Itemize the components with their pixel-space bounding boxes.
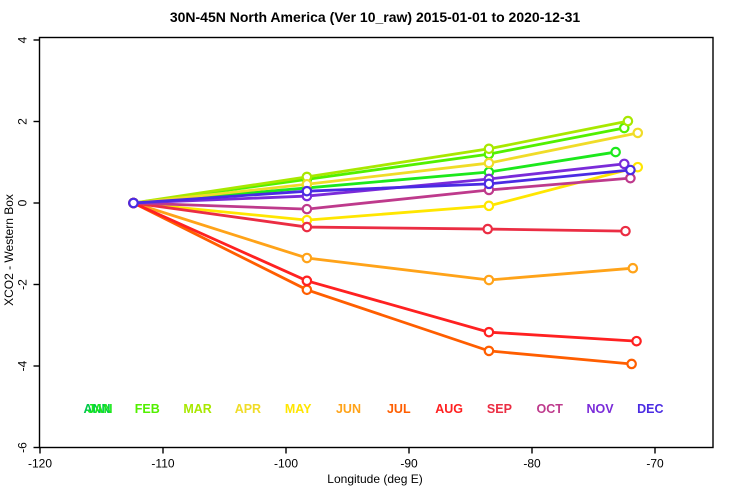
legend-label-feb: FEB — [135, 402, 160, 416]
data-point-marker — [618, 158, 630, 170]
series-line — [132, 176, 632, 211]
data-point-marker — [128, 197, 139, 209]
data-point-marker — [301, 203, 313, 215]
series-line — [132, 168, 632, 205]
chart-title: 30N-45N North America (Ver 10_raw) 2015-… — [169, 9, 581, 25]
legend-label-jun: JUN — [336, 402, 361, 416]
y-axis-label: XCO2 - Western Box — [2, 194, 16, 306]
legend-label-mar: MAR — [183, 402, 211, 416]
data-point-marker — [626, 358, 637, 370]
y-axis-ticks: 4 2 0 -2 -4 -6 — [16, 36, 40, 453]
data-point-marker — [625, 164, 636, 176]
y-tick-label: -6 — [16, 442, 30, 453]
legend-label-sep: SEP — [487, 402, 512, 416]
data-point-marker — [610, 146, 621, 158]
x-tick-label: -100 — [274, 457, 298, 471]
series-line — [132, 201, 635, 282]
data-point-marker — [627, 262, 639, 274]
legend-label-nov: NOV — [586, 402, 614, 416]
series-line — [132, 201, 638, 343]
series-may — [128, 161, 644, 226]
data-point-marker — [483, 178, 495, 190]
series-line — [132, 201, 627, 233]
data-point-marker — [482, 223, 494, 235]
legend-label-jan: JAN — [87, 402, 112, 416]
series-line — [132, 131, 640, 205]
y-tick-label: -2 — [16, 279, 30, 290]
x-axis-label: Longitude (deg E) — [327, 472, 423, 486]
data-point-marker — [483, 345, 495, 357]
series-line — [132, 150, 618, 205]
x-tick-label: -90 — [400, 457, 418, 471]
legend-label-dec: DEC — [637, 402, 663, 416]
legend-label-may: MAY — [285, 402, 312, 416]
x-axis-ticks: -120 -110 -100 -90 -80 -70 — [28, 447, 664, 471]
data-point-marker — [301, 185, 313, 197]
x-tick-label: -80 — [523, 457, 541, 471]
y-tick-label: 2 — [16, 118, 30, 125]
legend-label-aug: AUG — [435, 402, 463, 416]
data-point-marker — [620, 225, 631, 237]
y-tick-label: -4 — [16, 360, 30, 371]
legend-label-jul: JUL — [387, 402, 411, 416]
data-point-marker — [483, 157, 495, 169]
data-point-marker — [483, 326, 495, 338]
data-point-marker — [483, 143, 495, 155]
x-tick-label: -70 — [646, 457, 664, 471]
series-line — [132, 119, 630, 205]
data-point-marker — [632, 127, 644, 139]
legend-label-oct: OCT — [537, 402, 564, 416]
series-line — [132, 201, 634, 366]
y-tick-label: 0 — [16, 199, 30, 206]
plot-border — [38, 36, 714, 449]
data-point-marker — [301, 275, 313, 287]
data-point-marker — [301, 284, 313, 296]
data-point-marker — [301, 221, 313, 233]
legend-label-ann: ANN — [83, 402, 110, 416]
series-aug — [128, 197, 642, 347]
data-point-marker — [301, 252, 313, 264]
data-point-marker — [631, 335, 642, 347]
series-jul — [128, 197, 637, 370]
data-point-marker — [622, 115, 634, 127]
data-point-marker — [483, 200, 495, 212]
series-line — [132, 165, 640, 222]
x-tick-label: -110 — [151, 457, 174, 471]
x-tick-label: -120 — [28, 457, 52, 471]
legend-label-apr: APR — [235, 402, 261, 416]
y-tick-label: 4 — [16, 36, 30, 43]
data-point-marker — [483, 274, 495, 286]
series-dec — [128, 164, 636, 209]
